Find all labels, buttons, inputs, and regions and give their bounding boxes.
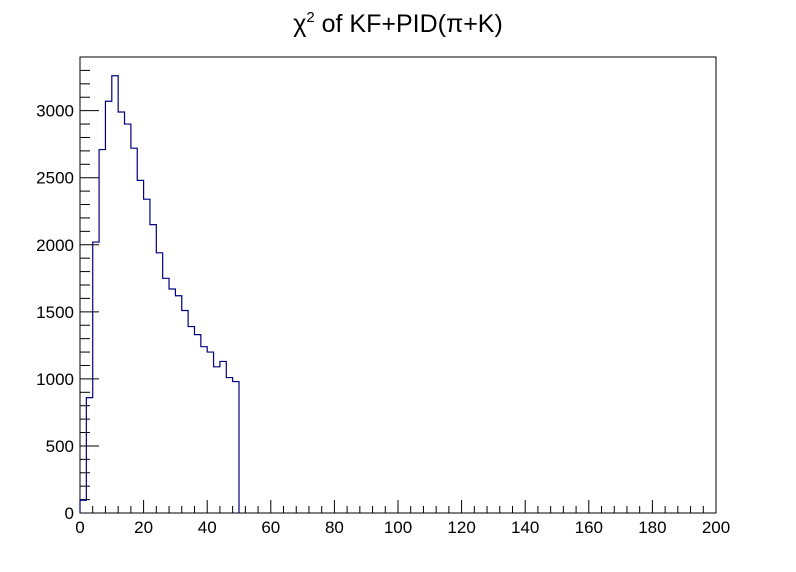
x-tick-label: 0 — [75, 518, 84, 537]
x-tick-label: 100 — [384, 518, 412, 537]
x-tick-label: 60 — [261, 518, 280, 537]
y-tick-label: 1500 — [36, 303, 74, 322]
y-tick-label: 2000 — [36, 236, 74, 255]
x-axis: 0 20 40 60 80 100 120 140 160 180 200 — [75, 500, 730, 537]
x-tick-label: 20 — [134, 518, 153, 537]
x-tick-label: 80 — [325, 518, 344, 537]
y-tick-label: 2500 — [36, 169, 74, 188]
y-axis: 0 500 1000 1500 2000 2500 3000 — [36, 56, 99, 523]
title-superscript: 2 — [306, 9, 314, 26]
y-tick-label: 500 — [46, 437, 74, 456]
x-tick-label: 160 — [575, 518, 603, 537]
title-chi: χ — [293, 10, 306, 38]
histogram-series — [79, 75, 240, 513]
x-tick-label: 200 — [702, 518, 730, 537]
plot-frame — [79, 56, 717, 514]
y-tick-label: 1000 — [36, 370, 74, 389]
x-tick-label: 140 — [511, 518, 539, 537]
x-tick-label: 180 — [638, 518, 666, 537]
x-tick-label: 40 — [198, 518, 217, 537]
y-tick-label: 0 — [65, 504, 74, 523]
y-tick-label: 3000 — [36, 102, 74, 121]
x-tick-label: 120 — [447, 518, 475, 537]
title-rest: of KF+PID(π+K) — [315, 10, 503, 38]
chart-title: χ2 of KF+PID(π+K) — [293, 9, 503, 38]
